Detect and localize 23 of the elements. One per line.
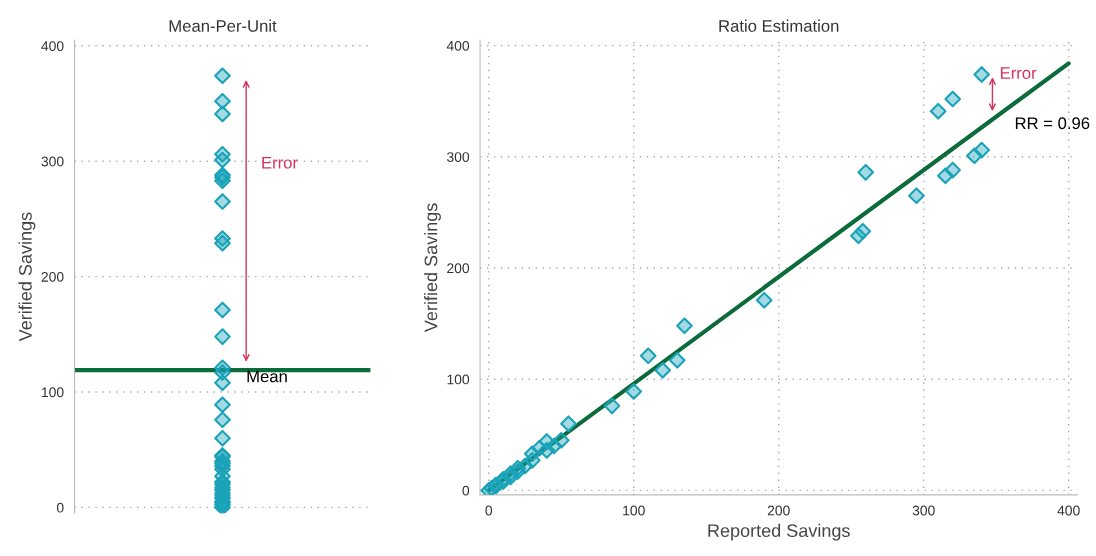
annotation: Error: [1000, 67, 1037, 79]
y-tick-label: 100: [447, 374, 470, 385]
chart-title: Ratio Estimation: [719, 19, 839, 32]
y-tick-label: 0: [462, 485, 470, 496]
chart-title: Mean-Per-Unit: [169, 19, 277, 32]
x-tick-label: 0: [485, 505, 493, 516]
y-tick-label: 200: [41, 271, 64, 282]
y-tick-label: 400: [446, 40, 470, 51]
x-tick-label: 100: [623, 505, 645, 516]
annotation: RR = 0.96: [1015, 117, 1090, 130]
y-tick-label: 300: [446, 152, 470, 162]
y-tick-label: 200: [447, 263, 470, 274]
annotation: Error: [262, 156, 298, 169]
y-tick-label: 400: [41, 41, 64, 51]
y-tick-label: 100: [42, 387, 64, 398]
x-tick-label: 200: [767, 505, 790, 516]
x-tick-label: 400: [1057, 505, 1080, 516]
y-tick-label: 300: [41, 156, 64, 167]
ref-line-label: Mean: [247, 370, 287, 383]
y-axis-title: Verified Savings: [18, 212, 36, 342]
x-axis-title: Reported Savings: [708, 523, 850, 541]
y-axis-title: Verified Savings: [424, 203, 441, 333]
x-tick-label: 300: [912, 505, 935, 516]
